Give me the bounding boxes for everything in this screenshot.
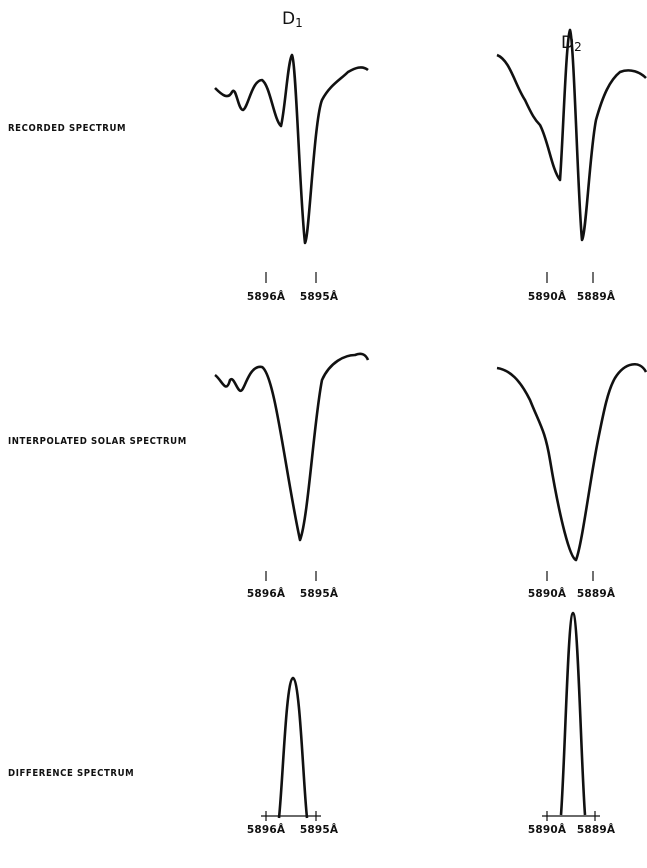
spectrum-curve xyxy=(496,28,647,242)
wavelength-label: 5896Å xyxy=(247,823,286,836)
row-label: DIFFERENCE SPECTRUM xyxy=(8,768,134,779)
row-label: RECORDED SPECTRUM xyxy=(8,123,126,134)
wavelength-label: 5896Å xyxy=(247,587,286,600)
header-sub: 1 xyxy=(295,16,303,30)
wavelength-label: 5889Å xyxy=(577,587,616,600)
wavelength-label: 5895Å xyxy=(300,290,339,303)
spectrum-curve xyxy=(214,352,370,542)
wavelength-label: 5889Å xyxy=(577,823,616,836)
row-label: INTERPOLATED SOLAR SPECTRUM xyxy=(8,436,187,447)
wavelength-label: 5890Å xyxy=(528,823,567,836)
spectrum-curve xyxy=(214,53,369,245)
spectrum-curve xyxy=(277,676,309,819)
wavelength-label: 5890Å xyxy=(528,290,567,303)
ticks xyxy=(261,272,600,821)
wavelength-label: 5890Å xyxy=(528,587,567,600)
wavelength-label: 5895Å xyxy=(300,823,339,836)
column-header: D1 xyxy=(282,9,303,30)
wavelength-label: 5895Å xyxy=(300,587,339,600)
wavelength-label: 5896Å xyxy=(247,290,286,303)
spectrum-curve xyxy=(496,363,647,562)
header-main: D xyxy=(282,9,295,29)
spectrum-curve xyxy=(559,611,587,816)
header-sub: 2 xyxy=(574,40,582,54)
wavelength-label: 5889Å xyxy=(577,290,616,303)
